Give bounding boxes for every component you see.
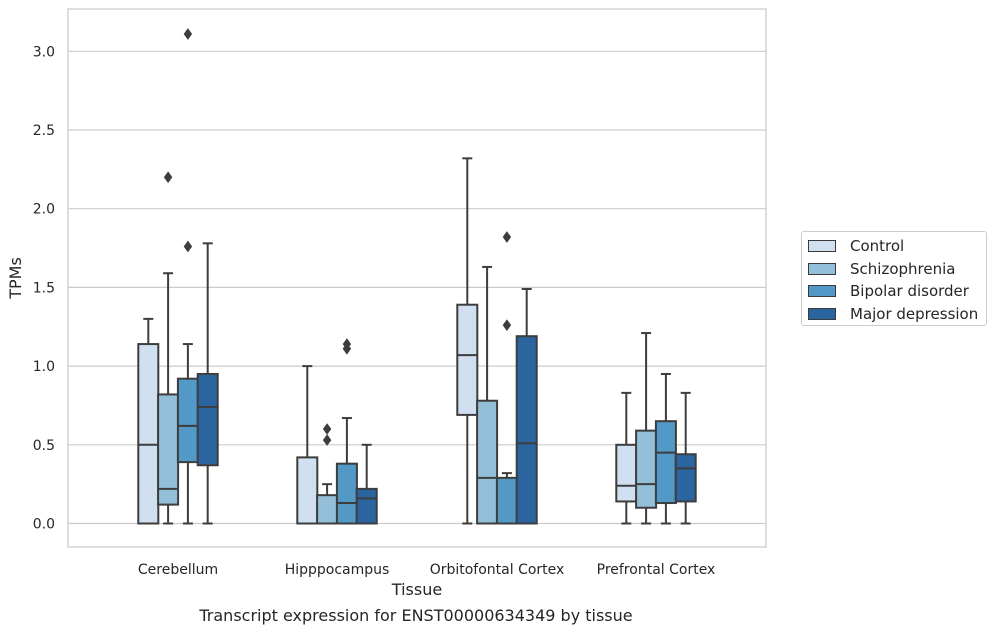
box-iqr [296,456,319,525]
outlier-marker [163,171,173,184]
box-iqr [495,476,518,525]
box-schizophrenia [635,332,658,525]
box-iqr [456,303,479,416]
box-iqr [654,420,677,505]
box-schizophrenia [157,171,180,525]
plot-frame [67,8,767,548]
legend-swatch [808,240,836,253]
y-tick-label: 1.0 [33,359,55,375]
figure-caption: Transcript expression for ENST0000063434… [199,606,633,625]
x-tick-label: Cerebellum [138,562,218,578]
box-iqr [196,372,219,467]
box-iqr [476,399,499,525]
box-iqr [635,429,658,509]
x-axis-label: Tissue [391,580,442,599]
y-tick-label: 0.0 [33,517,55,533]
outlier-marker [502,231,512,243]
box-iqr [335,462,358,525]
box-control [615,391,638,525]
box-iqr [615,443,638,503]
box-schizophrenia [476,265,499,525]
box-control [137,317,160,525]
box-bipolar-disorder [176,28,199,525]
box-iqr [176,377,199,464]
x-tick-label: Prefrontal Cortex [597,562,716,578]
x-tick-label: Hipppocampus [285,562,390,578]
legend-label: Schizophrenia [850,259,956,278]
box-bipolar-disorder [654,372,677,525]
legend-label: Major depression [850,304,979,323]
box-iqr [515,335,538,525]
box-major-depression [515,287,538,525]
outlier-marker [502,319,512,332]
box-bipolar-disorder [495,231,518,525]
box-iqr [355,487,378,525]
y-tick-label: 0.5 [33,438,55,454]
box-major-depression [196,242,219,525]
box-control [296,365,319,525]
outlier-marker [183,28,193,40]
legend-swatch [808,262,836,275]
y-tick-label: 1.5 [33,280,55,296]
legend-swatch [808,307,836,320]
y-tick-label: 3.0 [33,44,55,60]
outlier-marker [322,434,332,446]
legend-swatch [808,285,836,298]
box-major-depression [355,443,378,525]
outlier-marker [322,423,332,435]
box-iqr [674,453,697,503]
legend: Control Schizophrenia Bipolar disorder M… [801,231,987,326]
y-axis-label: TPMs [6,257,25,300]
y-tick-label: 2.5 [33,123,55,139]
legend-item-control: Control [808,235,986,258]
box-schizophrenia [316,423,339,525]
outlier-marker [183,240,193,253]
legend-label: Control [850,237,905,256]
legend-item-bipolar-disorder: Bipolar disorder [808,280,986,303]
legend-item-schizophrenia: Schizophrenia [808,258,986,281]
x-tick-label: Orbitofontal Cortex [430,562,565,578]
legend-label: Bipolar disorder [850,282,969,301]
outlier-marker [342,338,352,350]
legend-item-major-depression: Major depression [808,303,986,326]
box-major-depression [674,391,697,525]
box-iqr [137,343,160,525]
box-iqr [316,494,339,525]
y-tick-label: 2.0 [33,202,55,218]
box-bipolar-disorder [335,338,358,525]
box-control [456,157,479,525]
